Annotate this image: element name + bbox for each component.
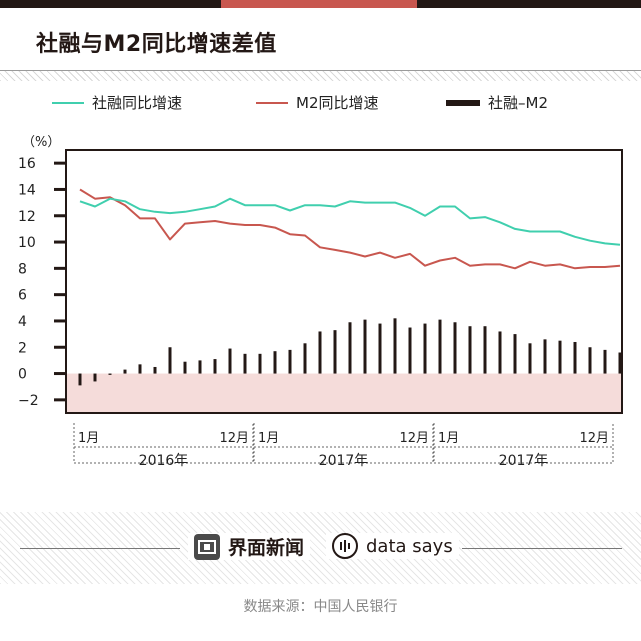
brand-datasays: data says <box>326 533 459 559</box>
month-start-label: 1月 <box>258 431 279 446</box>
footer-rule-left <box>20 548 180 549</box>
brand-name: 界面新闻 <box>228 537 305 559</box>
bar-tsf-minus-m2 <box>483 326 487 374</box>
y-tick-label: 16 <box>18 156 36 172</box>
top-bar-dark-right <box>417 0 641 8</box>
bar-tsf-minus-m2 <box>573 341 577 374</box>
chart-title: 社融与M2同比增速差值 <box>36 32 277 57</box>
bar-tsf-minus-m2 <box>198 360 202 374</box>
data-source: 数据来源：中国人民银行 <box>243 599 398 615</box>
bar-tsf-minus-m2 <box>513 334 517 374</box>
plot-frame <box>65 149 623 414</box>
bar-tsf-minus-m2 <box>423 323 427 374</box>
bar-tsf-minus-m2 <box>78 373 82 386</box>
y-tick-label: −2 <box>18 393 39 409</box>
y-tick-label: 6 <box>18 288 27 304</box>
top-bar-dark-left <box>0 0 221 8</box>
y-tick-label: 0 <box>18 367 27 383</box>
bar-tsf-minus-m2 <box>393 318 397 374</box>
line-tsf-growth <box>79 197 621 246</box>
y-tick-label: 4 <box>18 314 27 330</box>
bar-tsf-minus-m2 <box>138 364 142 374</box>
bar-tsf-minus-m2 <box>543 339 547 374</box>
bar-tsf-minus-m2 <box>348 322 352 374</box>
bar-tsf-minus-m2 <box>618 352 622 374</box>
bar-tsf-minus-m2 <box>303 343 307 374</box>
top-color-bar <box>0 0 641 8</box>
y-tick-label: 10 <box>18 235 36 251</box>
legend-item-diff: 社融–M2 <box>446 92 548 113</box>
year-label: 2017年 <box>319 453 369 469</box>
bar-tsf-minus-m2 <box>153 366 157 374</box>
y-tick-label: 12 <box>18 209 36 225</box>
y-tick-label: 8 <box>18 261 27 277</box>
bar-tsf-minus-m2 <box>378 323 382 374</box>
bar-tsf-minus-m2 <box>183 361 187 374</box>
month-end-label: 12月 <box>579 431 609 446</box>
year-label: 2016年 <box>139 453 189 469</box>
legend-label-tsf: 社融同比增速 <box>92 94 183 112</box>
bar-tsf-minus-m2 <box>318 331 322 374</box>
bar-tsf-minus-m2 <box>438 319 442 374</box>
bar-tsf-minus-m2 <box>468 326 472 374</box>
legend-swatch-m2 <box>256 101 288 104</box>
bar-tsf-minus-m2 <box>288 349 292 374</box>
bar-tsf-minus-m2 <box>243 353 247 374</box>
bar-tsf-minus-m2 <box>558 340 562 374</box>
month-end-label: 12月 <box>219 431 249 446</box>
month-start-label: 1月 <box>78 431 99 446</box>
legend-item-m2: M2同比增速 <box>256 92 379 113</box>
group-bracket <box>253 423 434 464</box>
y-tick-label: 14 <box>18 182 36 198</box>
legend-item-tsf: 社融同比增速 <box>52 92 182 113</box>
bar-tsf-minus-m2 <box>108 373 112 375</box>
bar-tsf-minus-m2 <box>408 327 412 374</box>
bar-tsf-minus-m2 <box>273 351 277 374</box>
footer-rule-right <box>462 548 622 549</box>
y-tick-label: 2 <box>18 340 27 356</box>
bar-tsf-minus-m2 <box>363 319 367 374</box>
bar-tsf-minus-m2 <box>333 330 337 374</box>
datasays-logo-icon <box>332 533 358 559</box>
bar-tsf-minus-m2 <box>603 349 607 374</box>
brand-name-2: data says <box>366 535 453 557</box>
bar-tsf-minus-m2 <box>258 353 262 374</box>
bar-tsf-minus-m2 <box>588 347 592 374</box>
legend-label-diff: 社融–M2 <box>488 94 548 112</box>
bar-tsf-minus-m2 <box>498 331 502 374</box>
group-bracket <box>433 423 614 464</box>
title-divider-hatch <box>0 70 641 81</box>
bar-tsf-minus-m2 <box>228 348 232 374</box>
top-bar-red-middle <box>221 0 417 8</box>
bar-tsf-minus-m2 <box>93 373 97 382</box>
bar-tsf-minus-m2 <box>213 359 217 374</box>
month-end-label: 12月 <box>399 431 429 446</box>
jiemian-logo-icon <box>194 533 220 560</box>
month-start-label: 1月 <box>438 431 459 446</box>
legend-swatch-diff <box>446 99 480 106</box>
legend-label-m2: M2同比增速 <box>296 94 379 112</box>
bar-tsf-minus-m2 <box>453 322 457 374</box>
y-unit-label: （%） <box>22 135 60 150</box>
line-m2-growth <box>79 188 621 270</box>
bar-tsf-minus-m2 <box>168 347 172 374</box>
chart-canvas: （%） 16 14 12 10 8 6 4 2 0 −2 1月 12月 2016年 1月 12月 2017年 1月… <box>18 135 623 469</box>
negative-region-band <box>67 373 621 412</box>
group-bracket <box>73 423 254 464</box>
legend-swatch-tsf <box>52 101 84 104</box>
brand-jiemian: 界面新闻 <box>188 533 311 560</box>
chart-legend: 社融同比增速 M2同比增速 社融–M2 <box>0 92 641 114</box>
year-label: 2017年 <box>499 453 549 469</box>
bar-tsf-minus-m2 <box>528 343 532 374</box>
bar-tsf-minus-m2 <box>123 369 127 374</box>
